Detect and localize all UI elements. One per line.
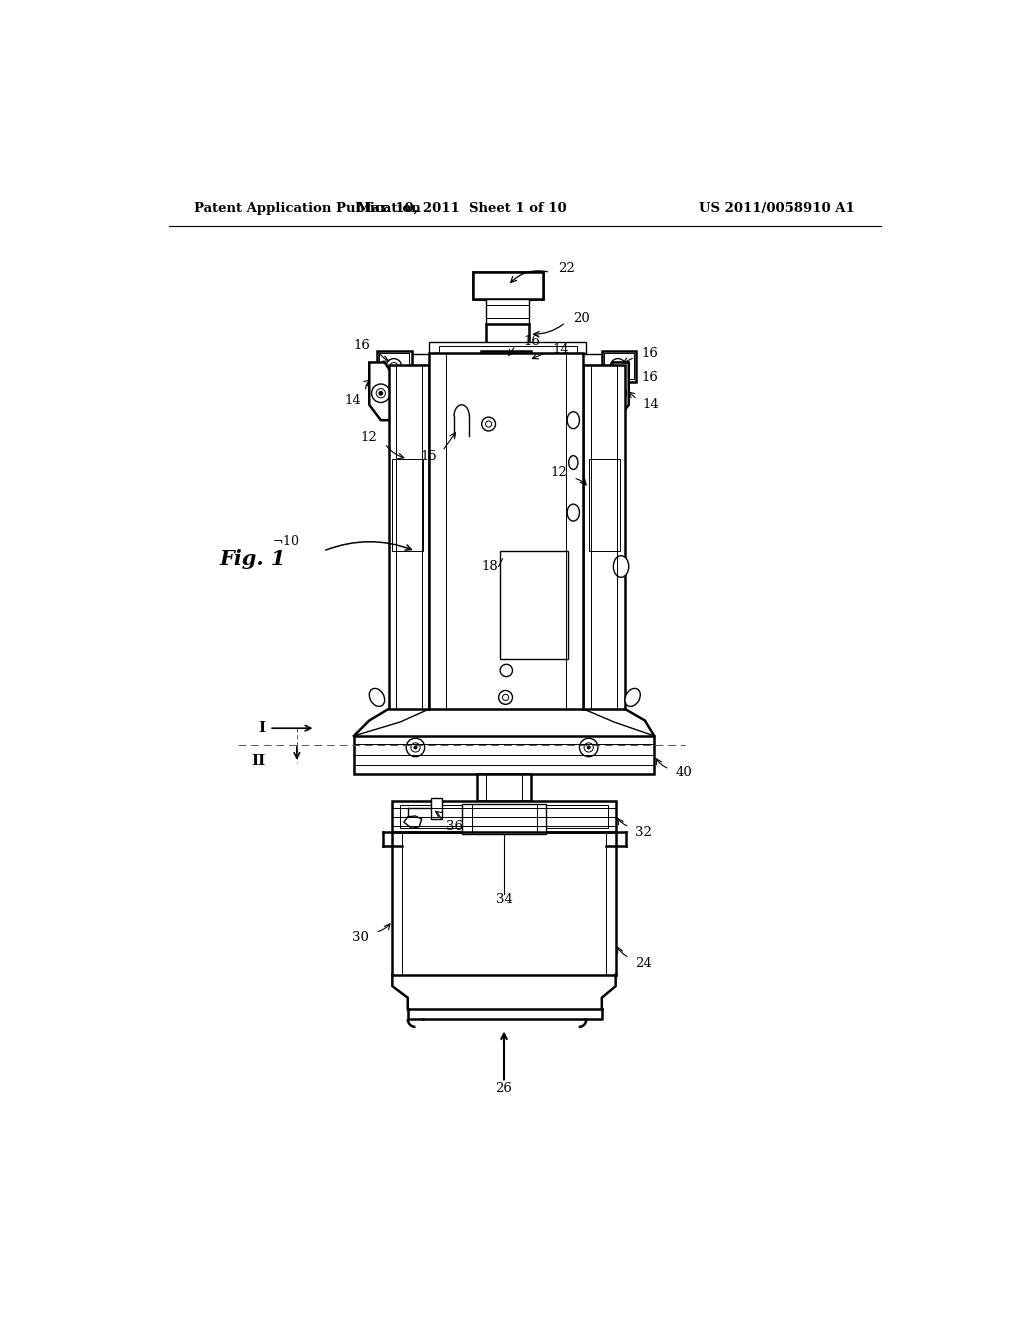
Circle shape xyxy=(610,359,626,374)
Circle shape xyxy=(587,746,590,748)
Bar xyxy=(477,775,531,801)
Bar xyxy=(392,801,615,832)
Circle shape xyxy=(386,359,401,374)
Text: Fig. 1: Fig. 1 xyxy=(219,549,286,569)
Circle shape xyxy=(399,491,419,511)
Text: 40: 40 xyxy=(676,767,692,779)
Text: 18: 18 xyxy=(481,560,498,573)
Bar xyxy=(431,797,442,818)
Circle shape xyxy=(597,495,609,507)
Circle shape xyxy=(390,363,397,370)
Text: Mar. 10, 2011  Sheet 1 of 10: Mar. 10, 2011 Sheet 1 of 10 xyxy=(356,202,566,215)
Polygon shape xyxy=(370,363,392,420)
Bar xyxy=(438,346,578,355)
Bar xyxy=(500,552,568,659)
Text: 14: 14 xyxy=(643,399,659,412)
Bar xyxy=(388,354,631,364)
Circle shape xyxy=(500,355,513,370)
Ellipse shape xyxy=(625,688,640,706)
Bar xyxy=(473,272,543,298)
Text: 20: 20 xyxy=(573,312,590,325)
Text: 12: 12 xyxy=(551,466,567,479)
Circle shape xyxy=(593,491,613,511)
Text: US 2011/0058910 A1: US 2011/0058910 A1 xyxy=(698,202,854,215)
Circle shape xyxy=(615,391,620,395)
Circle shape xyxy=(372,384,390,403)
Polygon shape xyxy=(403,816,422,829)
Bar xyxy=(486,298,529,323)
Bar xyxy=(602,351,637,381)
Circle shape xyxy=(403,495,416,507)
Bar xyxy=(429,342,587,354)
Circle shape xyxy=(580,738,598,756)
Polygon shape xyxy=(605,363,629,420)
Text: 32: 32 xyxy=(635,825,652,838)
Text: 36: 36 xyxy=(446,820,463,833)
Bar xyxy=(462,804,547,834)
Text: 26: 26 xyxy=(496,1082,512,1096)
Text: 22: 22 xyxy=(558,261,574,275)
Circle shape xyxy=(407,499,412,503)
Circle shape xyxy=(584,743,593,752)
Circle shape xyxy=(407,738,425,756)
Bar xyxy=(354,737,654,775)
Text: $\neg$10: $\neg$10 xyxy=(272,535,300,548)
Bar xyxy=(604,354,634,379)
Circle shape xyxy=(612,388,622,397)
Circle shape xyxy=(608,384,627,403)
Text: 34: 34 xyxy=(496,892,512,906)
Text: 14: 14 xyxy=(345,395,361,408)
Circle shape xyxy=(414,746,417,748)
Text: 16: 16 xyxy=(641,371,658,384)
Bar xyxy=(400,805,608,829)
Text: Patent Application Publication: Patent Application Publication xyxy=(195,202,421,215)
Bar xyxy=(388,364,429,709)
Circle shape xyxy=(376,388,385,397)
Bar xyxy=(377,351,412,381)
Circle shape xyxy=(485,421,492,428)
Bar xyxy=(590,459,621,552)
Ellipse shape xyxy=(567,504,580,521)
Bar xyxy=(473,272,543,298)
Text: 12: 12 xyxy=(360,432,377,445)
Text: I: I xyxy=(258,721,265,735)
Circle shape xyxy=(411,743,420,752)
Circle shape xyxy=(503,694,509,701)
Bar xyxy=(481,351,531,374)
Circle shape xyxy=(503,359,509,366)
Bar xyxy=(392,459,423,552)
Text: 16: 16 xyxy=(523,335,540,348)
Text: 30: 30 xyxy=(352,931,370,944)
Ellipse shape xyxy=(568,455,578,470)
Circle shape xyxy=(481,417,496,432)
Circle shape xyxy=(601,499,605,503)
Circle shape xyxy=(614,363,622,370)
Text: 16: 16 xyxy=(641,347,658,360)
Text: 15: 15 xyxy=(420,450,437,463)
Circle shape xyxy=(499,690,512,705)
Bar xyxy=(379,354,410,379)
Bar xyxy=(486,323,529,346)
Text: 14: 14 xyxy=(553,343,569,356)
Bar xyxy=(584,364,625,709)
Circle shape xyxy=(379,391,383,395)
Ellipse shape xyxy=(613,556,629,577)
Text: II: II xyxy=(251,754,265,768)
Text: 16: 16 xyxy=(354,339,371,352)
Text: 24: 24 xyxy=(635,957,651,970)
Circle shape xyxy=(500,664,512,677)
Ellipse shape xyxy=(567,412,580,429)
Ellipse shape xyxy=(370,688,385,706)
Bar xyxy=(483,354,528,372)
Bar xyxy=(429,354,584,709)
